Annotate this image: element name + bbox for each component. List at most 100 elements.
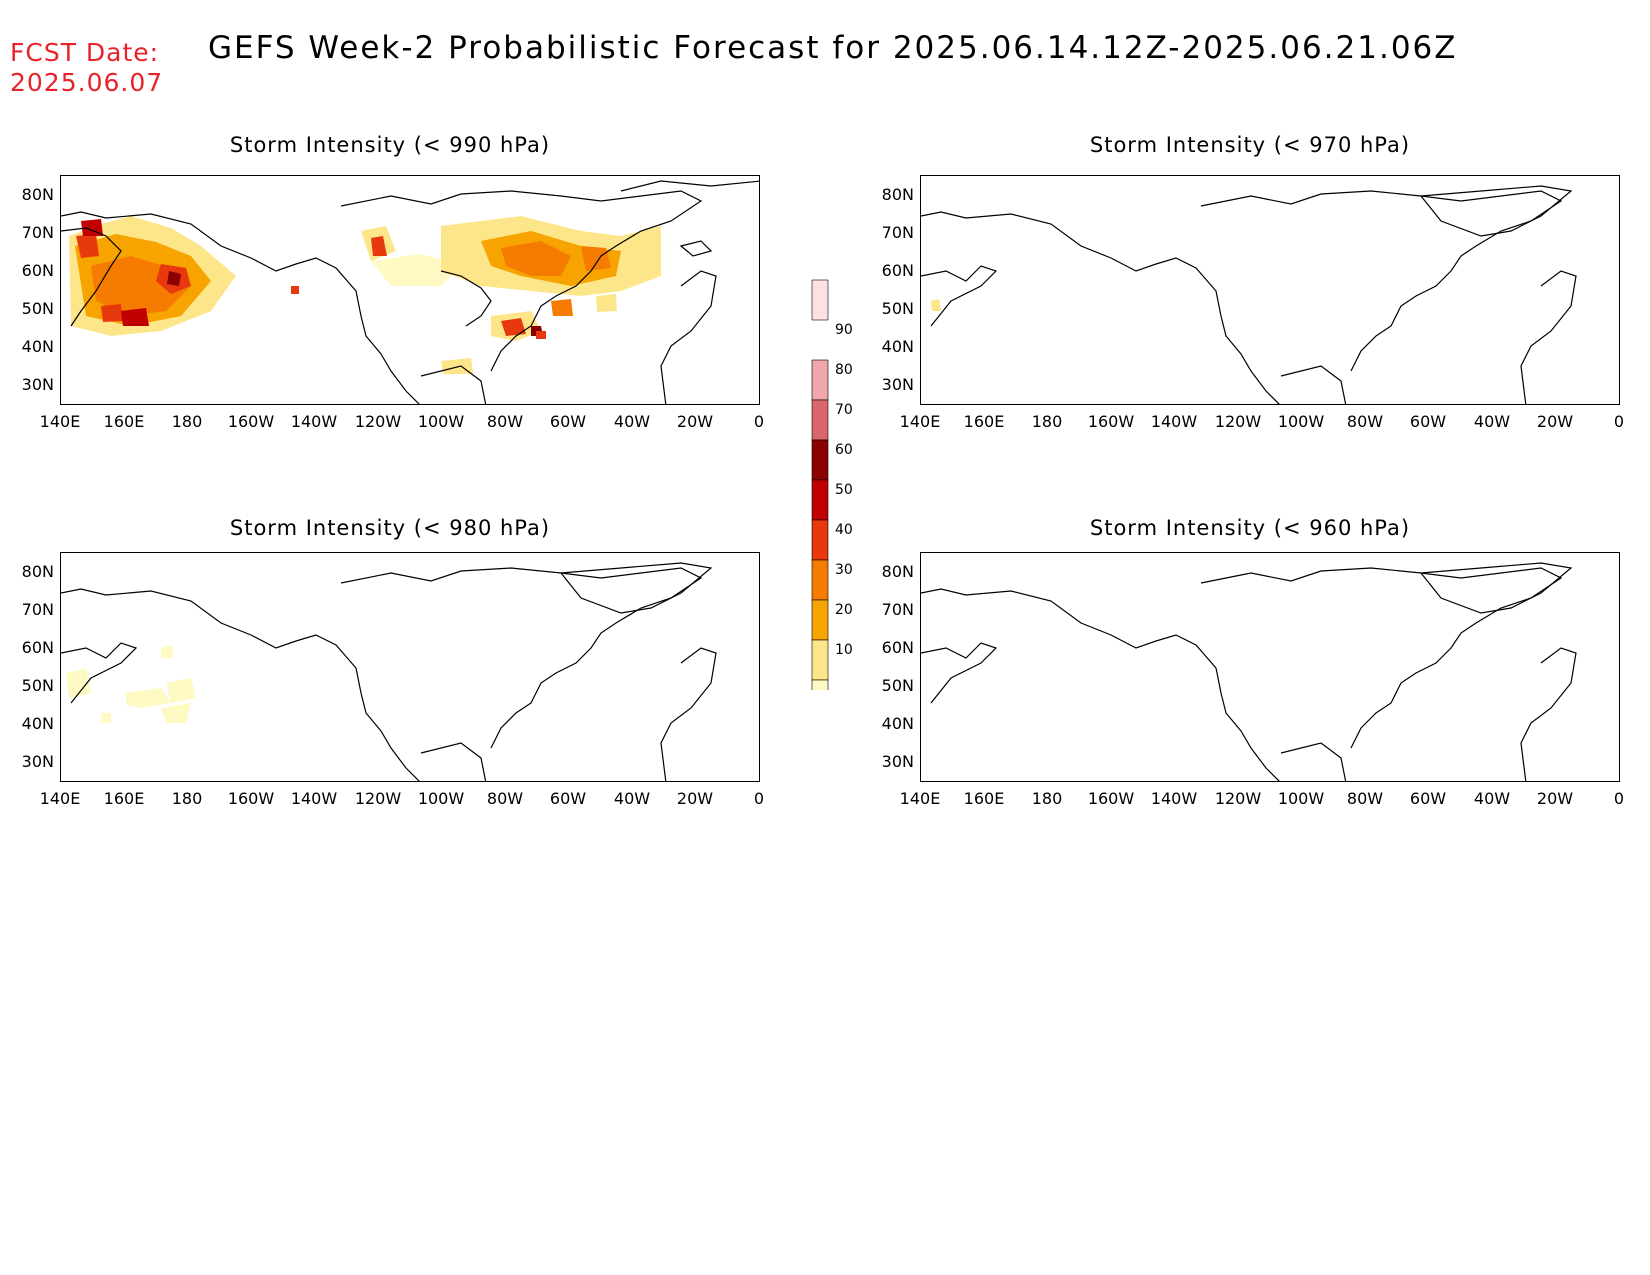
- lon-tick-label: 80W: [486, 412, 524, 431]
- colorbar-level-label: 80: [835, 362, 853, 378]
- lon-tick-label: 80W: [486, 789, 524, 808]
- colorbar-box: [811, 399, 829, 441]
- colorbar: [811, 279, 829, 690]
- colorbar-box: [811, 439, 829, 481]
- lon-tick-label: 0: [753, 789, 765, 808]
- colorbar-box: [811, 359, 829, 401]
- lon-tick-label: 0: [753, 412, 765, 431]
- lat-tick-label: 80N: [881, 562, 914, 581]
- lat-tick-label: 30N: [881, 375, 914, 394]
- lat-tick-label: 50N: [21, 299, 54, 318]
- lon-tick-label: 0: [1613, 789, 1625, 808]
- colorbar-level-label: 50: [835, 482, 853, 498]
- map-980-svg: [61, 562, 717, 781]
- coastlines: [61, 180, 759, 404]
- panel-title-970: Storm Intensity (< 970 hPa): [1089, 133, 1411, 157]
- colorbar-level-label: 60: [835, 442, 853, 458]
- lon-tick-label: 20W: [1536, 412, 1574, 431]
- colorbar-level-label: 20: [835, 602, 853, 618]
- map-panel-960: [920, 552, 1620, 782]
- lat-tick-label: 40N: [21, 337, 54, 356]
- lat-tick-label: 70N: [21, 600, 54, 619]
- colorbar-box: [811, 279, 829, 321]
- lon-tick-label: 140W: [1150, 412, 1198, 431]
- lon-tick-label: 160W: [1087, 789, 1135, 808]
- lat-tick-label: 80N: [21, 562, 54, 581]
- lat-tick-label: 70N: [21, 223, 54, 242]
- panel-title-960: Storm Intensity (< 960 hPa): [1089, 516, 1411, 540]
- lat-tick-label: 40N: [21, 714, 54, 733]
- lon-tick-label: 120W: [1214, 789, 1262, 808]
- probability-shading: [69, 216, 661, 374]
- coastlines: [921, 185, 1577, 404]
- lon-tick-label: 120W: [354, 412, 402, 431]
- lon-tick-label: 20W: [676, 412, 714, 431]
- lon-tick-label: 160E: [103, 412, 145, 431]
- lat-tick-label: 30N: [21, 752, 54, 771]
- map-970-svg: [921, 185, 1577, 404]
- lon-tick-label: 160W: [227, 412, 275, 431]
- lon-tick-label: 180: [1031, 412, 1063, 431]
- colorbar-box: [811, 559, 829, 601]
- lat-tick-label: 50N: [881, 676, 914, 695]
- lat-tick-label: 80N: [21, 185, 54, 204]
- lat-tick-label: 70N: [881, 600, 914, 619]
- fcst-date-block: FCST Date: 2025.06.07: [10, 38, 163, 98]
- colorbar-level-label: 70: [835, 402, 853, 418]
- lon-tick-label: 160E: [103, 789, 145, 808]
- lat-tick-label: 70N: [881, 223, 914, 242]
- colorbar-level-label: 90: [835, 322, 853, 338]
- lon-tick-label: 180: [171, 412, 203, 431]
- lat-tick-label: 60N: [881, 638, 914, 657]
- lon-tick-label: 180: [1031, 789, 1063, 808]
- lat-tick-label: 60N: [21, 638, 54, 657]
- lon-tick-label: 60W: [549, 789, 587, 808]
- lon-tick-label: 20W: [1536, 789, 1574, 808]
- colorbar-box: [811, 639, 829, 681]
- colorbar-box: [811, 679, 829, 690]
- lon-tick-label: 40W: [613, 412, 651, 431]
- lon-tick-label: 80W: [1346, 789, 1384, 808]
- panel-title-990: Storm Intensity (< 990 hPa): [229, 133, 551, 157]
- colorbar-level-label: 40: [835, 522, 853, 538]
- lat-tick-label: 30N: [881, 752, 914, 771]
- lon-tick-label: 40W: [613, 789, 651, 808]
- lon-tick-label: 140E: [899, 789, 941, 808]
- lon-tick-label: 60W: [1409, 412, 1447, 431]
- map-panel-990: [60, 175, 760, 405]
- lon-tick-label: 60W: [1409, 789, 1447, 808]
- lon-tick-label: 180: [171, 789, 203, 808]
- lon-tick-label: 100W: [417, 789, 465, 808]
- colorbar-level-label: 10: [835, 642, 853, 658]
- probability-shading: [66, 645, 196, 723]
- lon-tick-label: 140W: [290, 412, 338, 431]
- map-panel-980: [60, 552, 760, 782]
- lon-tick-label: 160W: [1087, 412, 1135, 431]
- fcst-label: FCST Date:: [10, 38, 160, 67]
- lon-tick-label: 140W: [290, 789, 338, 808]
- fcst-date: 2025.06.07: [10, 68, 164, 97]
- lat-tick-label: 50N: [21, 676, 54, 695]
- lon-tick-label: 120W: [1214, 412, 1262, 431]
- lat-tick-label: 80N: [881, 185, 914, 204]
- main-title: GEFS Week-2 Probabilistic Forecast for 2…: [208, 30, 1458, 66]
- lon-tick-label: 140E: [39, 412, 81, 431]
- coastlines: [61, 562, 717, 781]
- lon-tick-label: 60W: [549, 412, 587, 431]
- probability-shading: [931, 299, 941, 311]
- lat-tick-label: 60N: [21, 261, 54, 280]
- lon-tick-label: 140E: [39, 789, 81, 808]
- lon-tick-label: 40W: [1473, 789, 1511, 808]
- lon-tick-label: 160E: [963, 412, 1005, 431]
- colorbar-box: [811, 599, 829, 641]
- colorbar-level-label: 30: [835, 562, 853, 578]
- lat-tick-label: 30N: [21, 375, 54, 394]
- lon-tick-label: 0: [1613, 412, 1625, 431]
- lon-tick-label: 140W: [1150, 789, 1198, 808]
- lat-tick-label: 60N: [881, 261, 914, 280]
- lon-tick-label: 40W: [1473, 412, 1511, 431]
- map-990-svg: [61, 180, 759, 404]
- lon-tick-label: 80W: [1346, 412, 1384, 431]
- map-panel-970: [920, 175, 1620, 405]
- panel-title-980: Storm Intensity (< 980 hPa): [229, 516, 551, 540]
